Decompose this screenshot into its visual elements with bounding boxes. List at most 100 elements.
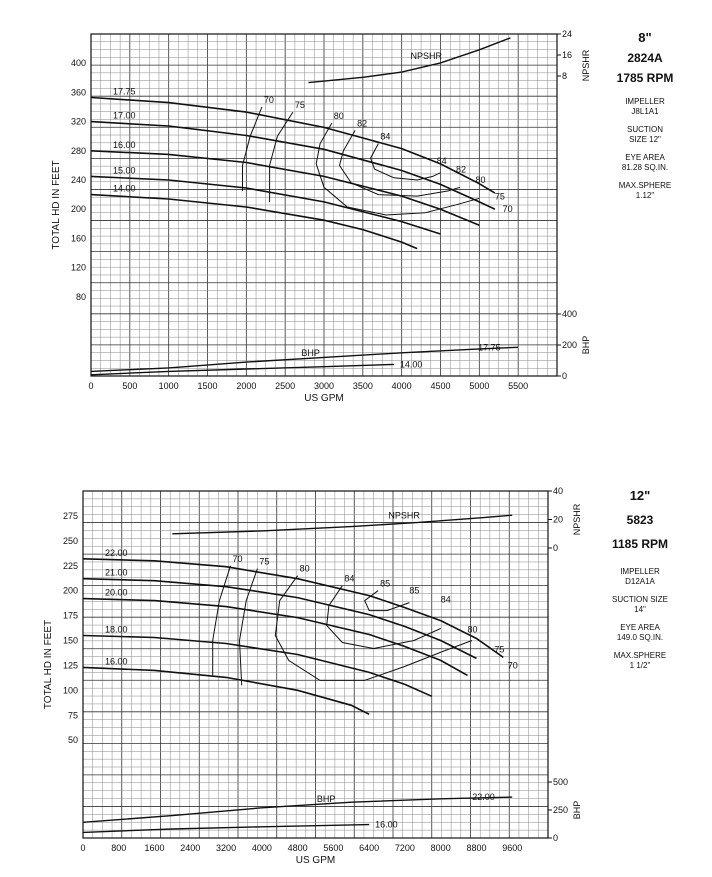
pump-info-panel-bottom: 12" 5823 1185 RPM IMPELLER D12A1A SUCTIO…	[590, 488, 690, 671]
suction-value: 14"	[634, 605, 646, 614]
max-sphere-value: 1.12"	[635, 191, 655, 200]
x-tick-label: 5000	[469, 381, 489, 391]
bhp-tick-label: 400	[562, 309, 577, 319]
impeller-curve-label: 22.00	[105, 548, 128, 558]
efficiency-curve-70	[242, 106, 263, 191]
y-tick-label: 80	[76, 292, 86, 302]
plot-frame	[82, 490, 549, 839]
efficiency-curve-80	[274, 575, 473, 681]
y-tick-label: 200	[63, 586, 78, 596]
efficiency-curve-84	[370, 143, 441, 181]
x-tick-label: 5500	[508, 381, 528, 391]
bhp-tick-label: 0	[553, 833, 558, 843]
y-tick-label: 125	[63, 660, 78, 670]
pump-size: 12"	[629, 488, 651, 503]
npshr-tick-label: 40	[553, 486, 563, 496]
x-axis-title: US GPM	[304, 393, 343, 404]
x-tick-label: 4500	[430, 381, 450, 391]
x-tick-label: 9600	[502, 843, 522, 853]
bhp-high-label: 17.75	[478, 342, 501, 352]
npshr-curve	[308, 37, 511, 84]
bhp-tick-label: 200	[562, 340, 577, 350]
impeller-value: J8L1A1	[631, 107, 659, 116]
x-tick-label: 800	[111, 843, 126, 853]
efficiency-curve-75	[238, 568, 258, 686]
suction-label: SUCTION SIZE	[611, 595, 668, 604]
bhp-tick-label: 500	[553, 777, 568, 787]
impeller-curve-label: 15.00	[113, 165, 136, 175]
pump-rpm: 1185 RPM	[611, 537, 669, 551]
bhp-curve-high	[82, 796, 513, 823]
efficiency-label-right: 84	[437, 156, 447, 166]
grid	[90, 33, 558, 377]
bhp-low-label: 14.00	[400, 359, 423, 369]
efficiency-label-right: 70	[508, 660, 518, 670]
impeller-curve-14-00	[90, 193, 418, 250]
chart-bottom: 0 800 1600 2400 3200 4000 4800 5600 6400 7200 8000…	[43, 486, 582, 866]
efficiency-curve-75	[269, 111, 294, 202]
x-tick-label: 1600	[145, 843, 165, 853]
max-sphere-value: 1 1/2"	[629, 661, 651, 670]
pump-size: 8"	[638, 30, 652, 45]
x-axis-title: US GPM	[296, 855, 335, 866]
y-tick-label: 280	[71, 146, 86, 156]
impeller-curve-label: 16.00	[105, 656, 128, 666]
efficiency-label: 70	[233, 554, 243, 564]
eye-area-label: EYE AREA	[625, 153, 665, 162]
efficiency-curve-70	[212, 565, 231, 676]
y-tick-label: 275	[63, 511, 78, 521]
npshr-axis-title: NPSHR	[572, 503, 582, 535]
pump-model: 5823	[626, 513, 654, 527]
efficiency-label: 82	[357, 118, 367, 128]
impeller-label: IMPELLER	[620, 567, 660, 576]
impeller-curve-20-00	[82, 597, 468, 677]
efficiency-curve-80	[315, 122, 480, 216]
x-tick-label: 6400	[359, 843, 379, 853]
bhp-curve-low	[82, 823, 370, 834]
y-tick-label: 320	[71, 117, 86, 127]
chart-top: 0 500 1000 1500 2000 2500 3000 3500 4000 4500 5000…	[51, 29, 591, 404]
y-tick-label: 175	[63, 611, 78, 621]
x-tick-label: 500	[122, 381, 137, 391]
eye-area-value: 81.28 SQ.IN.	[621, 163, 669, 172]
x-tick-label: 4000	[252, 843, 272, 853]
y-tick-label: 225	[63, 561, 78, 571]
suction-label: SUCTION	[627, 125, 663, 134]
efficiency-label-right: 82	[456, 165, 466, 175]
y-tick-label: 360	[71, 87, 86, 97]
y-tick-label: 75	[68, 710, 78, 720]
impeller-curve-22-00	[82, 558, 504, 659]
efficiency-label-right: 75	[495, 192, 505, 202]
impeller-curve-17-75	[90, 96, 496, 194]
efficiency-label: 84	[344, 574, 354, 584]
eye-area-value: 149.0 SQ.IN.	[616, 633, 664, 642]
npshr-tick-label: 8	[562, 71, 567, 81]
bhp-tick-label: 0	[562, 371, 567, 381]
npshr-curve-label: NPSHR	[388, 510, 420, 520]
efficiency-label: 80	[300, 564, 310, 574]
npshr-tick-label: 16	[562, 50, 572, 60]
impeller-curve-label: 21.00	[105, 568, 128, 578]
impeller-curve-17-00	[90, 120, 496, 210]
impeller-curve-label: 16.00	[113, 140, 136, 150]
efficiency-label-right: 80	[468, 625, 478, 635]
eye-area-label: EYE AREA	[620, 623, 660, 632]
suction-value: SIZE 12"	[629, 135, 661, 144]
npshr-tick-label: 24	[562, 29, 572, 39]
impeller-curve-15-00	[90, 175, 441, 235]
impeller-curve-16-00	[82, 666, 370, 716]
x-tick-label: 2000	[236, 381, 256, 391]
bhp-tick-label: 250	[553, 805, 568, 815]
x-tick-label: 4000	[392, 381, 412, 391]
bhp-curve-low	[90, 363, 394, 376]
x-tick-label: 1000	[159, 381, 179, 391]
x-tick-label: 5600	[323, 843, 343, 853]
y-axis-title: TOTAL HD IN FEET	[43, 620, 54, 709]
x-tick-label: 4800	[288, 843, 308, 853]
grid	[82, 490, 549, 839]
impeller-curve-21-00	[82, 577, 477, 660]
impeller-value: D12A1A	[625, 577, 655, 586]
efficiency-curve-82	[338, 130, 461, 197]
max-sphere-label: MAX.SPHERE	[618, 181, 672, 190]
